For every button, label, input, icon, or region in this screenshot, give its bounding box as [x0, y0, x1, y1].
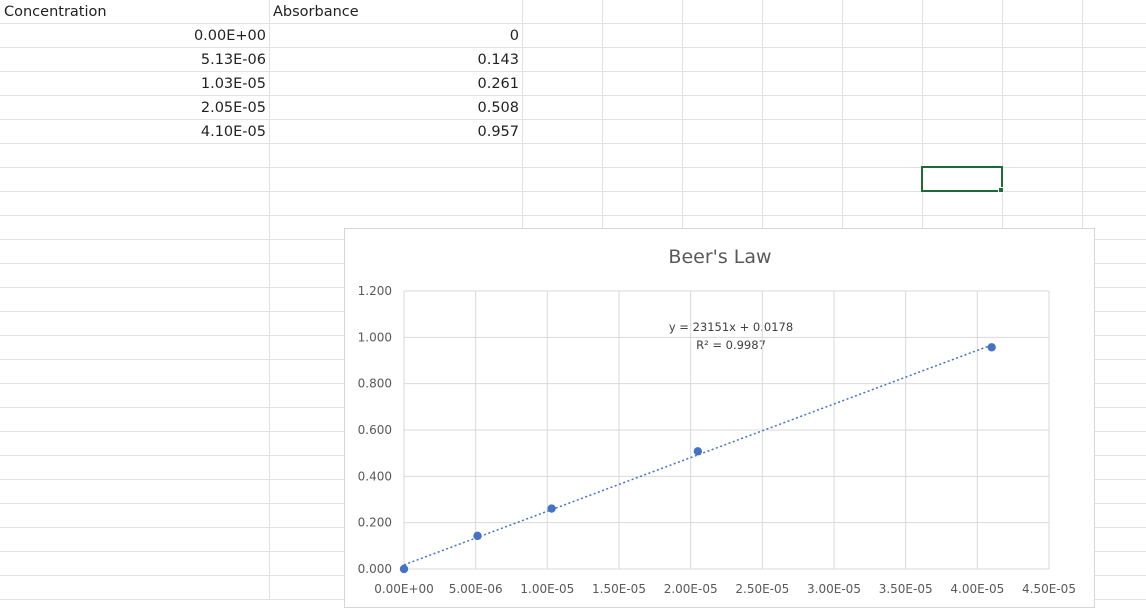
cell-absorbance[interactable]: 0.143: [477, 52, 519, 68]
cell-absorbance[interactable]: 0.957: [477, 124, 519, 140]
trendline: [403, 344, 992, 566]
x-tick-label: 4.50E-05: [1022, 582, 1076, 596]
cell-absorbance[interactable]: 0.508: [477, 100, 519, 116]
fill-handle[interactable]: [998, 187, 1004, 193]
scatter-chart[interactable]: Beer's Law y = 23151x + 0.0178 R² = 0.99…: [344, 228, 1095, 608]
x-tick-label: 0.00E+00: [374, 582, 434, 596]
x-tick-label: 1.00E-05: [520, 582, 574, 596]
x-tick-label: 1.50E-05: [592, 582, 646, 596]
selected-cell[interactable]: [921, 166, 1003, 192]
y-tick-label: 0.000: [358, 562, 392, 576]
cell-concentration[interactable]: 1.03E-05: [200, 76, 266, 92]
x-tick-label: 2.50E-05: [735, 582, 789, 596]
trendline-equation: y = 23151x + 0.0178: [669, 320, 793, 334]
y-tick-label: 0.800: [358, 377, 392, 391]
y-tick-label: 1.200: [358, 284, 392, 298]
x-tick-label: 2.00E-05: [664, 582, 718, 596]
y-tick-label: 1.000: [358, 330, 392, 344]
x-tick-label: 5.00E-06: [449, 582, 503, 596]
chart-title: Beer's Law: [668, 246, 771, 268]
cell-concentration[interactable]: 2.05E-05: [200, 100, 266, 116]
x-tick-label: 3.00E-05: [807, 582, 861, 596]
cell-concentration[interactable]: 0.00E+00: [193, 28, 266, 44]
header-concentration[interactable]: Concentration: [4, 4, 107, 20]
cell-absorbance[interactable]: 0: [509, 28, 519, 44]
y-tick-label: 0.400: [358, 469, 392, 483]
data-point: [547, 504, 556, 513]
x-tick-label: 3.50E-05: [879, 582, 933, 596]
cell-concentration[interactable]: 5.13E-06: [200, 52, 266, 68]
cell-absorbance[interactable]: 0.261: [477, 76, 519, 92]
data-point: [987, 343, 996, 352]
x-tick-label: 4.00E-05: [950, 582, 1004, 596]
trendline-r-squared: R² = 0.9987: [696, 338, 766, 352]
y-tick-label: 0.200: [358, 516, 392, 530]
data-point: [399, 564, 409, 574]
y-tick-label: 0.600: [358, 423, 392, 437]
data-point: [693, 447, 703, 456]
cell-concentration[interactable]: 4.10E-05: [200, 124, 266, 140]
data-point: [473, 531, 482, 541]
header-absorbance[interactable]: Absorbance: [273, 4, 359, 20]
chart-plot: Beer's Law y = 23151x + 0.0178 R² = 0.99…: [358, 246, 1076, 596]
